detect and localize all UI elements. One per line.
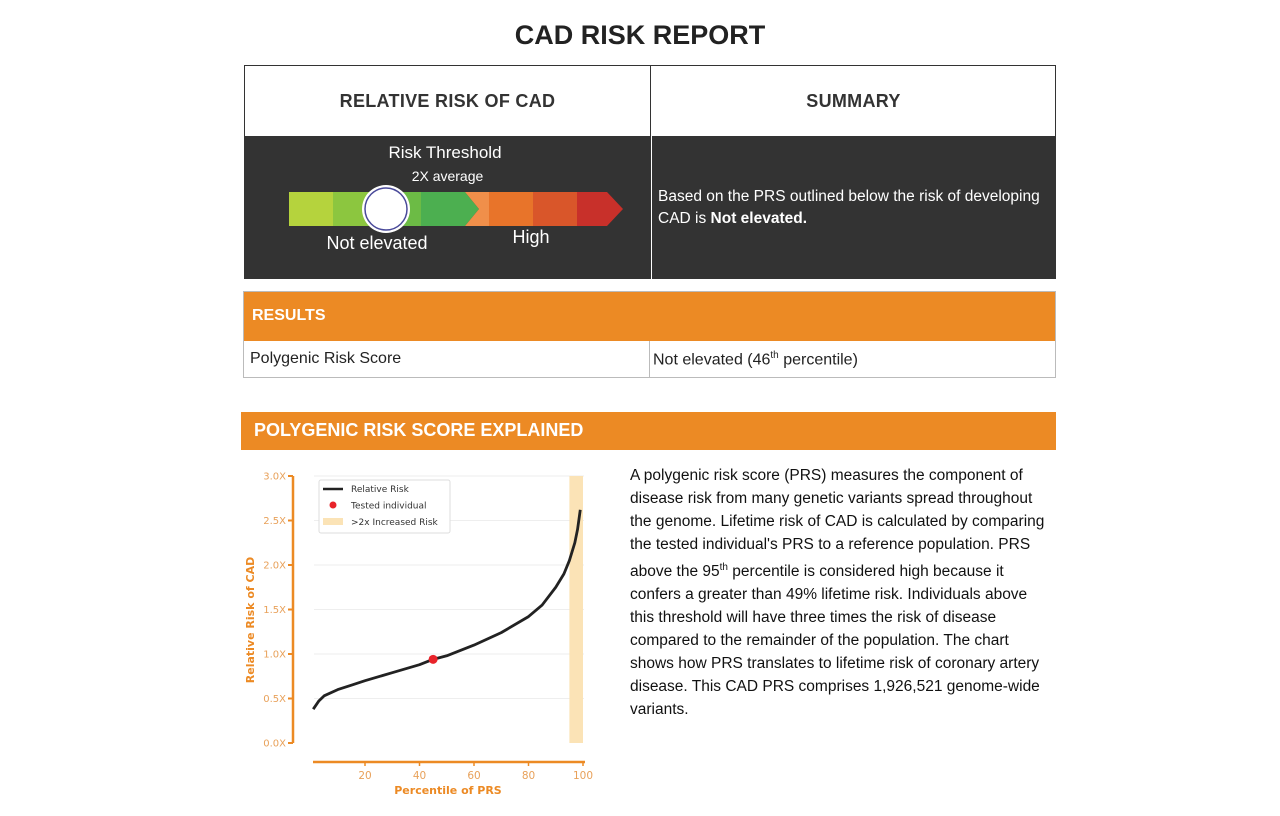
explanation-text: A polygenic risk score (PRS) measures th… [630, 467, 1045, 719]
summary-text: Based on the PRS outlined below the risk… [658, 188, 1040, 227]
gauge-segment [577, 192, 623, 226]
y-tick-label: 1.0X [263, 650, 286, 661]
risk-gauge [289, 185, 623, 233]
page-title: CAD RISK REPORT [514, 20, 766, 50]
gauge-segment [465, 192, 489, 226]
x-axis-label: Percentile of PRS [394, 784, 502, 797]
gauge-segment [489, 192, 533, 226]
risk-summary-table: RELATIVE RISK OF CAD SUMMARY Risk Thresh… [244, 65, 1056, 279]
summary-header: SUMMARY [806, 90, 901, 111]
section-header: POLYGENIC RISK SCORE EXPLAINED [241, 412, 1056, 450]
high-label: High [512, 227, 550, 247]
legend-entry: Tested individual [350, 502, 427, 512]
x-tick-label: 100 [573, 770, 593, 782]
legend-dot-icon [329, 501, 337, 509]
y-tick-label: 0.5X [263, 694, 286, 705]
relative-risk-line [312, 509, 582, 710]
y-tick-label: 2.0X [263, 561, 286, 572]
not-elevated-label: Not elevated [326, 233, 428, 253]
prs-value: Not elevated (46th percentile) [653, 350, 858, 369]
relative-risk-header: RELATIVE RISK OF CAD [339, 90, 556, 111]
gauge-segment [421, 192, 479, 226]
summary-risk-level: Not elevated. [710, 210, 808, 227]
results-table: RESULTS Polygenic Risk Score Not elevate… [243, 291, 1056, 378]
divider [651, 136, 652, 279]
y-axis-label: Relative Risk of CAD [244, 557, 257, 683]
legend-band-icon [323, 518, 343, 525]
x-tick-label: 80 [522, 770, 535, 782]
legend-entry: Relative Risk [351, 485, 410, 495]
x-tick-label: 20 [358, 770, 371, 782]
y-tick-label: 3.0X [263, 472, 286, 483]
legend-entry: >2x Increased Risk [351, 518, 439, 528]
y-tick-label: 2.5X [263, 516, 286, 527]
increased-risk-band [569, 476, 583, 743]
risk-marker-ring [364, 187, 408, 231]
x-tick-label: 40 [413, 770, 426, 782]
prs-chart: 0.0X 0.5X 1.0X 1.5X 2.0X 2.5X 3.0X 20 40 60 80 100 R… [244, 472, 593, 798]
prs-label: Polygenic Risk Score [250, 350, 402, 367]
gauge-segment [533, 192, 577, 226]
y-tick-label: 1.5X [263, 605, 286, 616]
risk-threshold-label: Risk Threshold [388, 143, 502, 162]
table-row: Polygenic Risk Score Not elevated (46th … [244, 341, 1055, 377]
results-header: RESULTS [244, 292, 1055, 341]
threshold-sub-label: 2X average [411, 168, 484, 184]
y-tick-label: 0.0X [263, 739, 286, 750]
x-tick-label: 60 [467, 770, 480, 782]
legend [318, 479, 451, 534]
divider [650, 66, 651, 279]
tested-individual-point [428, 654, 438, 664]
gauge-segment [289, 192, 333, 226]
